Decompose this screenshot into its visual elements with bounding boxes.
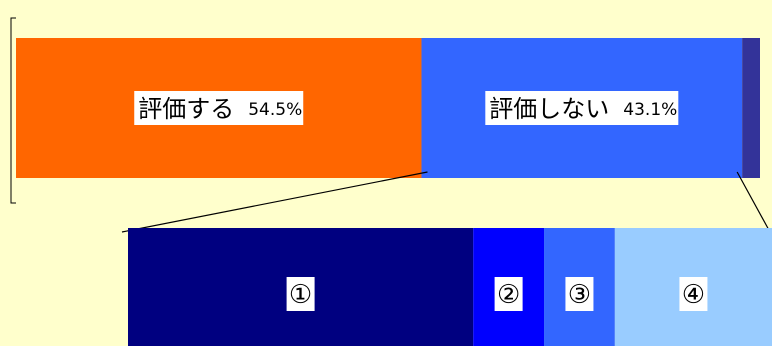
segment-label: 評価する <box>138 95 234 123</box>
breakdown-segment-label: ① <box>289 280 312 310</box>
connector-line-left <box>121 171 428 233</box>
segment-value-label: 54.5% <box>248 100 302 120</box>
breakdown-segment-label: ④ <box>682 280 705 310</box>
main-bar: 評価する 54.5% 評価しない 43.1% <box>16 38 760 178</box>
segment-label: 評価しない <box>489 95 609 123</box>
breakdown-bar: ① ② ③ ④ <box>128 228 772 346</box>
axis-bracket <box>10 17 16 204</box>
segment-label-box <box>134 91 304 125</box>
breakdown-label-box <box>286 277 315 311</box>
breakdown-connectors <box>121 171 771 233</box>
breakdown-segment-label: ② <box>497 280 520 310</box>
segment-label-box <box>485 91 679 125</box>
bar-segment-2 <box>742 38 760 178</box>
breakdown-label-box <box>494 277 523 311</box>
breakdown-label-box <box>565 277 594 311</box>
segment-value-label: 43.1% <box>623 100 677 120</box>
breakdown-label-box <box>679 277 708 311</box>
breakdown-segment-label: ③ <box>568 280 591 310</box>
connector-line-right <box>736 171 771 233</box>
